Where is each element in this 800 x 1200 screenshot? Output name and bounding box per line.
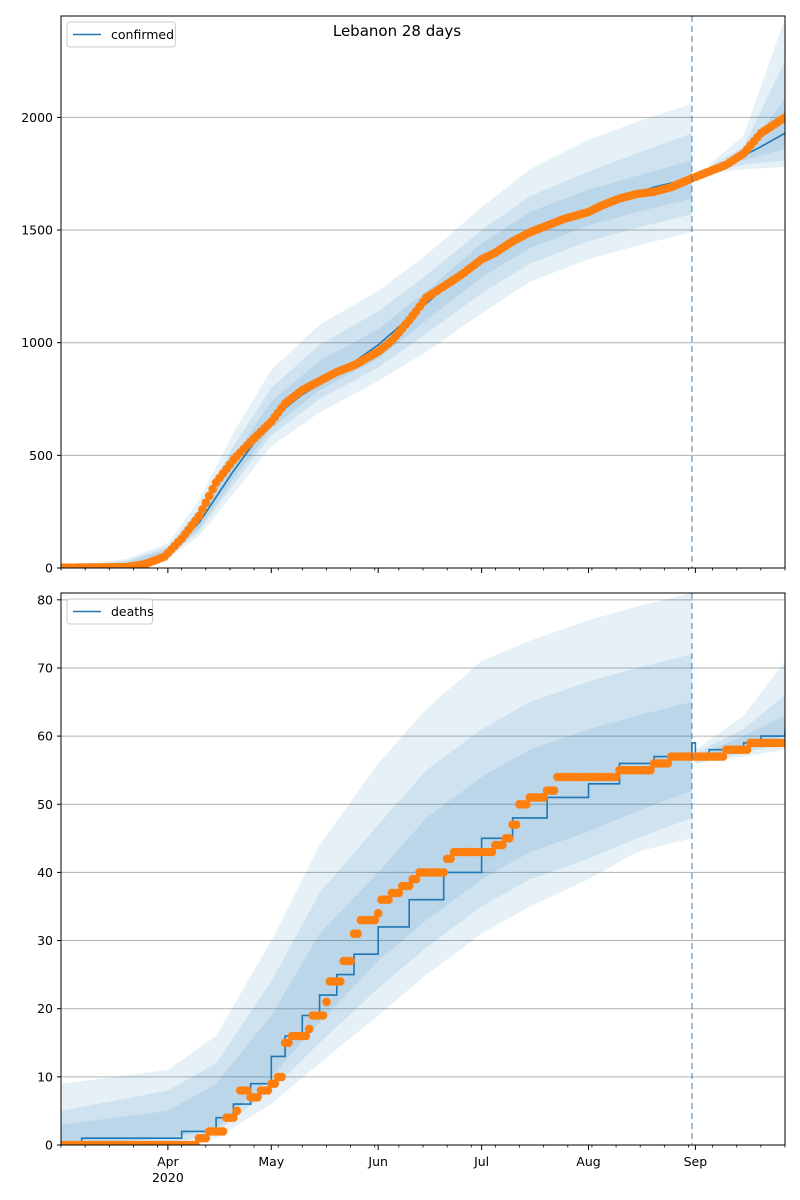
band-outer-forecast bbox=[709, 18, 785, 174]
observed-point bbox=[511, 820, 521, 829]
x-tick-label: May bbox=[258, 1154, 284, 1169]
observed-point bbox=[201, 1133, 211, 1143]
observed-point bbox=[204, 491, 214, 501]
x-tick-label: Jul bbox=[473, 1154, 489, 1169]
observed-point bbox=[304, 1024, 314, 1034]
observed-point bbox=[229, 1113, 238, 1122]
observed-point bbox=[780, 738, 785, 748]
observed-point bbox=[322, 997, 331, 1007]
band-outer-fit bbox=[61, 593, 692, 1145]
y-tick-label: 80 bbox=[37, 592, 53, 607]
observed-point bbox=[718, 752, 728, 761]
observed-point bbox=[394, 888, 404, 898]
band-inner-fit bbox=[61, 160, 692, 568]
observed-point bbox=[780, 113, 785, 122]
observed-point bbox=[346, 956, 355, 966]
legend-label: confirmed bbox=[111, 27, 174, 42]
observed-point bbox=[522, 800, 531, 809]
y-tick-label: 30 bbox=[37, 933, 53, 948]
observed-point bbox=[232, 1106, 242, 1116]
observed-point bbox=[742, 745, 752, 754]
observed-point bbox=[504, 834, 514, 843]
observed-point bbox=[646, 765, 655, 775]
legend-box bbox=[66, 21, 176, 48]
band-inner-forecast bbox=[709, 99, 785, 171]
observed-point bbox=[318, 1011, 328, 1020]
observed-point bbox=[201, 498, 211, 508]
y-tick-label: 70 bbox=[37, 660, 53, 675]
observed-point bbox=[218, 1127, 228, 1136]
observed-point bbox=[270, 1079, 280, 1088]
observed-point bbox=[370, 915, 380, 925]
observed-point bbox=[663, 759, 673, 768]
observed-point bbox=[487, 847, 497, 857]
observed-points bbox=[61, 113, 785, 568]
plot-area bbox=[61, 593, 785, 1145]
x-tick-label: Aug bbox=[576, 1154, 600, 1169]
y-tick-label: 1500 bbox=[21, 223, 53, 238]
y-tick-label: 20 bbox=[37, 1001, 53, 1016]
y-tick-label: 10 bbox=[37, 1069, 53, 1084]
observed-point bbox=[253, 1093, 262, 1102]
observed-point bbox=[301, 1031, 311, 1041]
legend: confirmed bbox=[66, 21, 176, 48]
model-line-deaths bbox=[61, 729, 785, 1145]
band-outer-fit bbox=[61, 103, 692, 568]
x-tick-sublabel: 2020 bbox=[152, 1170, 184, 1185]
y-tick-label: 0 bbox=[45, 1138, 53, 1153]
band-outer-forecast bbox=[695, 661, 785, 764]
observed-point bbox=[498, 840, 507, 850]
x-tick-label: Jun bbox=[367, 1154, 388, 1169]
observed-points bbox=[61, 738, 785, 1145]
observed-point bbox=[277, 1072, 286, 1082]
observed-point bbox=[539, 793, 548, 802]
observed-point bbox=[263, 1086, 273, 1095]
observed-point bbox=[242, 1086, 252, 1095]
plot-area bbox=[61, 18, 785, 568]
observed-point bbox=[404, 881, 414, 891]
observed-point bbox=[549, 786, 559, 795]
observed-point bbox=[611, 772, 621, 782]
observed-point bbox=[194, 511, 204, 521]
y-tick-label: 50 bbox=[37, 797, 53, 812]
observed-point bbox=[446, 854, 455, 864]
x-tick-label: Sep bbox=[684, 1154, 708, 1169]
figure-title: Lebanon 28 days bbox=[333, 22, 461, 40]
confirmed-panel: 0 500 1000 1500 2000 confirmed bbox=[21, 15, 786, 576]
observed-point bbox=[208, 484, 217, 494]
y-tick-label: 1000 bbox=[21, 335, 53, 350]
y-tick-label: 60 bbox=[37, 729, 53, 744]
observed-point bbox=[353, 929, 362, 938]
legend: deaths bbox=[66, 598, 154, 625]
observed-point bbox=[384, 895, 393, 904]
x-tick-label: Apr bbox=[157, 1154, 179, 1169]
observed-point bbox=[336, 977, 345, 986]
y-tick-label: 0 bbox=[45, 561, 53, 576]
observed-point bbox=[373, 909, 383, 918]
observed-point bbox=[198, 505, 207, 514]
band-middle-fit bbox=[61, 654, 692, 1145]
y-tick-label: 2000 bbox=[21, 110, 53, 125]
legend-label: deaths bbox=[111, 604, 154, 619]
observed-point bbox=[411, 874, 421, 884]
y-tick-label: 500 bbox=[29, 448, 53, 463]
observed-point bbox=[439, 868, 449, 877]
y-tick-label: 40 bbox=[37, 865, 53, 880]
observed-point bbox=[284, 1038, 293, 1048]
legend-box bbox=[66, 598, 154, 625]
